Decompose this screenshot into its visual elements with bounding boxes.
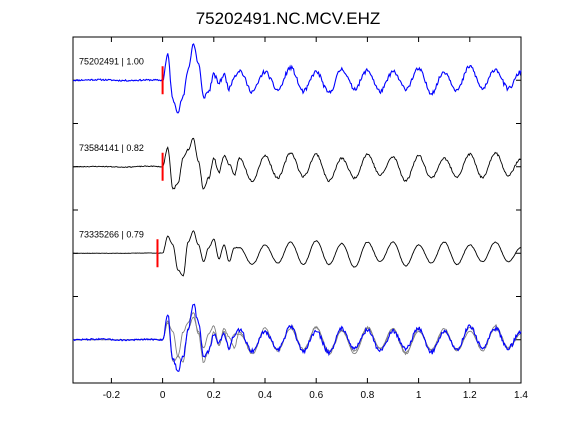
x-axis-ticks: [110, 37, 522, 383]
traces: [72, 43, 522, 373]
trace-line-5: [72, 303, 522, 373]
trace-label-0: 75202491 | 1.00: [79, 56, 144, 66]
trace-line-0: [72, 43, 522, 114]
x-tick-label-3: 0.4: [258, 390, 272, 401]
trace-line-2: [72, 230, 522, 277]
x-tick-label-1: 0: [160, 390, 166, 401]
x-tick-label-8: 1.4: [514, 390, 528, 401]
pick-markers: [156, 66, 164, 268]
trace-line-1: [72, 137, 522, 190]
trace-label-1: 73584141 | 0.82: [79, 143, 144, 153]
trace-labels: 75202491 | 1.00 73584141 | 0.82 73335266 |…: [79, 56, 144, 239]
x-tick-label-7: 1.2: [463, 390, 477, 401]
x-tick-label-0: -0.2: [103, 390, 121, 401]
x-tick-label-6: 1: [416, 390, 422, 401]
chart-title: 75202491.NC.MCV.EHZ: [196, 9, 381, 28]
x-tick-label-5: 0.8: [360, 390, 374, 401]
trace-label-2: 73335266 | 0.79: [79, 229, 144, 239]
trace-line-3: [72, 312, 522, 363]
y-axis-ticks: [73, 79, 521, 341]
x-tick-label-4: 0.6: [309, 390, 323, 401]
x-tick-label-2: 0.2: [207, 390, 221, 401]
x-axis-tick-labels: -0.2 0 0.2 0.4 0.6 0.8 1 1.2 1.4: [103, 390, 529, 401]
